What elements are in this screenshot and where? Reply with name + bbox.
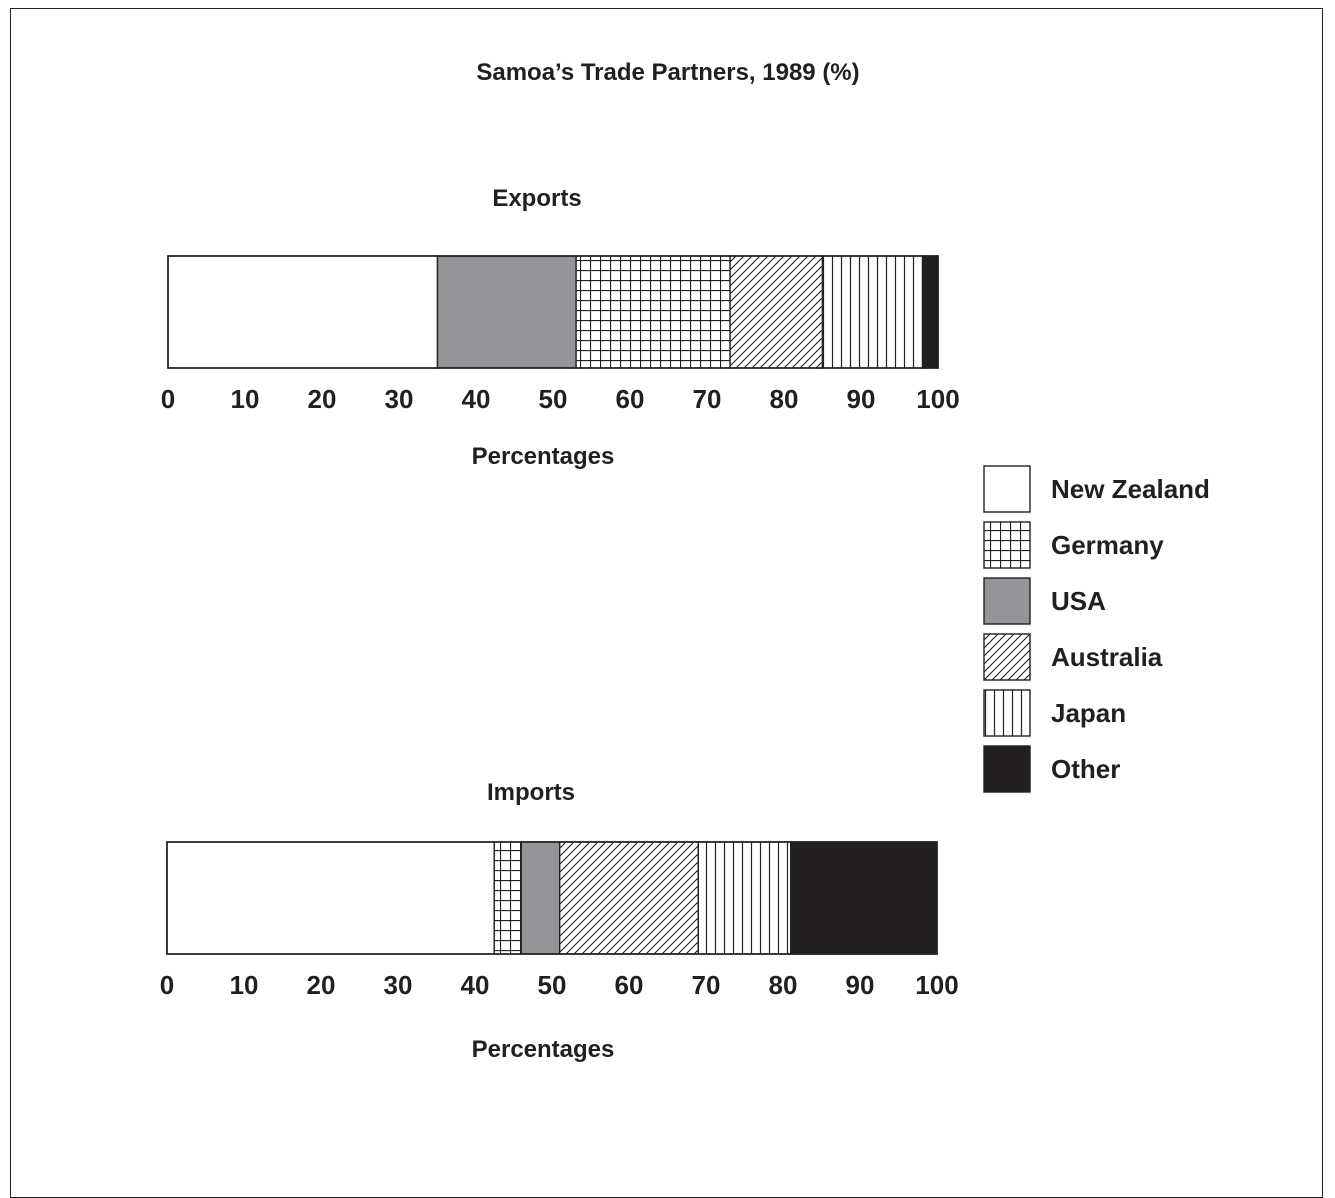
imports-tick-label-80: 80 xyxy=(769,970,798,1000)
chart-title: Samoa’s Trade Partners, 1989 (%) xyxy=(476,59,859,86)
imports-bar-outline xyxy=(166,841,938,955)
legend-label-germany: Germany xyxy=(1051,530,1164,560)
imports-tick-label-90: 90 xyxy=(846,970,875,1000)
imports-tick-label-30: 30 xyxy=(384,970,413,1000)
legend-swatch-new-zealand xyxy=(983,465,1031,513)
imports-tick-label-70: 70 xyxy=(692,970,721,1000)
exports-tick-label-90: 90 xyxy=(847,384,876,414)
exports-segment-usa xyxy=(436,255,577,369)
exports-segment-new-zealand xyxy=(167,255,439,369)
legend-label-japan: Japan xyxy=(1051,698,1126,728)
imports-x-ticks: 0 10 20 30 40 50 60 70 80 90 100 xyxy=(160,970,959,1000)
imports-segment-germany xyxy=(493,841,522,955)
exports-tick-label-30: 30 xyxy=(385,384,414,414)
exports-tick-label-80: 80 xyxy=(770,384,799,414)
legend: New Zealand Germany USA Australia Japan Other xyxy=(983,465,1210,793)
imports-segment-new-zealand xyxy=(166,841,495,955)
legend-label-other: Other xyxy=(1051,754,1120,784)
imports-bar xyxy=(166,841,938,955)
legend-swatch-other xyxy=(983,745,1031,793)
exports-segment-japan xyxy=(821,255,924,369)
imports-segment-other xyxy=(790,841,938,955)
imports-tick-label-60: 60 xyxy=(615,970,644,1000)
exports-chart-title: Exports xyxy=(492,185,581,212)
exports-tick-label-50: 50 xyxy=(539,384,568,414)
legend-swatch-germany xyxy=(983,521,1031,569)
exports-tick-label-70: 70 xyxy=(693,384,722,414)
imports-tick-label-50: 50 xyxy=(538,970,567,1000)
legend-label-new-zealand: New Zealand xyxy=(1051,474,1210,504)
legend-swatch-japan xyxy=(983,689,1031,737)
exports-tick-label-0: 0 xyxy=(161,384,175,414)
exports-tick-label-10: 10 xyxy=(231,384,260,414)
exports-segment-other xyxy=(921,255,939,369)
imports-segment-japan xyxy=(697,841,792,955)
exports-x-ticks: 0 10 20 30 40 50 60 70 80 90 100 xyxy=(161,384,960,414)
imports-tick-label-0: 0 xyxy=(160,970,174,1000)
exports-segment-germany xyxy=(575,255,731,369)
imports-tick-label-100: 100 xyxy=(915,970,958,1000)
legend-swatch-usa xyxy=(983,577,1031,625)
exports-segment-australia xyxy=(729,255,824,369)
exports-tick-label-60: 60 xyxy=(616,384,645,414)
imports-tick-label-40: 40 xyxy=(461,970,490,1000)
exports-x-axis-label: Percentages xyxy=(472,443,615,470)
legend-label-usa: USA xyxy=(1051,586,1106,616)
imports-x-axis-label: Percentages xyxy=(472,1036,615,1063)
exports-bar xyxy=(167,255,939,369)
legend-swatch-australia xyxy=(983,633,1031,681)
exports-tick-label-100: 100 xyxy=(916,384,959,414)
imports-tick-label-10: 10 xyxy=(230,970,259,1000)
imports-segment-usa xyxy=(520,841,561,955)
imports-chart-title: Imports xyxy=(487,779,575,806)
exports-tick-label-40: 40 xyxy=(462,384,491,414)
imports-segment-australia xyxy=(559,841,700,955)
imports-tick-label-20: 20 xyxy=(307,970,336,1000)
legend-label-australia: Australia xyxy=(1051,642,1163,672)
exports-bar-outline xyxy=(167,255,939,369)
exports-tick-label-20: 20 xyxy=(308,384,337,414)
